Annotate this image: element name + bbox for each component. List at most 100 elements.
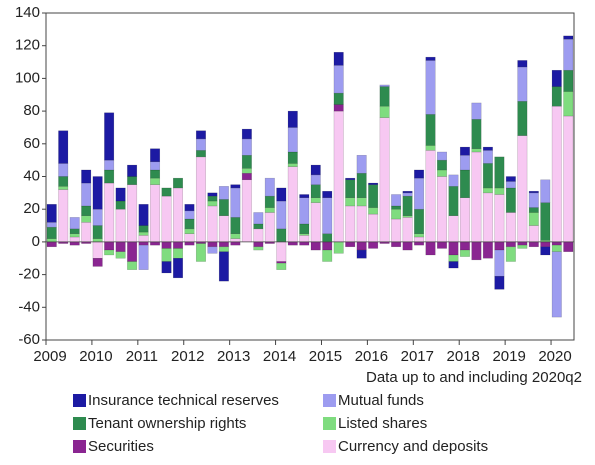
- bar-segment: [195, 150, 206, 158]
- bar-segment: [517, 244, 528, 249]
- bar-segment: [310, 164, 321, 176]
- y-tick-label: 120: [15, 37, 40, 54]
- bar-segment: [345, 179, 356, 199]
- bar-segment: [299, 241, 310, 246]
- bar-segment: [379, 84, 390, 87]
- bar-segment: [207, 200, 218, 207]
- bar-segment: [494, 156, 505, 189]
- bar-segment: [356, 197, 367, 207]
- legend-swatch: [73, 440, 86, 453]
- bar-segment: [448, 174, 459, 187]
- bar-segment: [379, 105, 390, 118]
- bar-segment: [563, 241, 574, 252]
- bar-segment: [391, 205, 402, 210]
- y-tick-label: 60: [23, 135, 40, 152]
- legend-label: Listed shares: [338, 415, 427, 432]
- y-tick-label: 20: [23, 200, 40, 217]
- bar-segment: [528, 212, 539, 226]
- bar-segment: [184, 241, 195, 246]
- bar-segment: [207, 246, 218, 254]
- bar-segment: [425, 60, 436, 115]
- bar-segment: [333, 104, 344, 112]
- bar-segment: [81, 222, 92, 243]
- bar-segment: [241, 172, 252, 181]
- bar-segment: [218, 186, 229, 200]
- bar-segment: [69, 236, 80, 243]
- bar-segment: [104, 169, 115, 184]
- bar-segment: [459, 241, 470, 251]
- bar-segment: [528, 241, 539, 248]
- bar-segment: [173, 187, 183, 243]
- bar-segment: [368, 213, 379, 243]
- bar-segment: [402, 190, 413, 194]
- bar-segment: [46, 238, 57, 243]
- bar-segment: [437, 151, 447, 161]
- x-tick-label: 2010: [79, 348, 112, 365]
- bar-segment: [150, 184, 161, 243]
- bar-segment: [276, 200, 287, 230]
- bar-segment: [540, 202, 551, 241]
- bar-segment: [173, 248, 183, 259]
- bar-segment: [563, 91, 574, 117]
- bar-segment: [115, 251, 126, 259]
- bar-segment: [505, 212, 516, 243]
- bar-segment: [161, 195, 172, 243]
- bar-segment: [195, 130, 206, 140]
- bar-segment: [505, 246, 516, 262]
- bar-segment: [551, 241, 562, 246]
- bar-segment: [253, 241, 264, 248]
- bar-segment: [551, 105, 562, 243]
- bar-segment: [230, 184, 241, 189]
- bar-segment: [482, 241, 493, 259]
- bar-segment: [92, 208, 103, 226]
- bar-segment: [230, 241, 241, 246]
- bar-segment: [287, 151, 298, 164]
- y-tick-label: 80: [23, 102, 40, 119]
- bar-segment: [241, 154, 252, 169]
- bar-segment: [402, 192, 413, 197]
- bar-segment: [482, 146, 493, 151]
- bar-segment: [138, 241, 149, 246]
- bar-segment: [161, 241, 172, 249]
- bar-segment: [368, 207, 379, 215]
- bar-segment: [356, 205, 367, 243]
- legend-swatch: [323, 440, 336, 453]
- bar-segment: [310, 197, 321, 203]
- bar-segment: [540, 246, 551, 256]
- bar-segment: [104, 249, 115, 256]
- bar-segment: [528, 207, 539, 213]
- bar-segment: [287, 241, 298, 246]
- bar-segment: [230, 238, 241, 243]
- bar-segment: [69, 217, 80, 230]
- bar-segment: [448, 261, 459, 269]
- legend-swatch: [323, 394, 336, 407]
- bar-segment: [414, 236, 425, 243]
- bar-segment: [402, 195, 413, 216]
- bar-segment: [494, 249, 505, 277]
- bar-segment: [482, 187, 493, 194]
- x-tick-label: 2014: [263, 348, 296, 365]
- bar-segment: [241, 179, 252, 243]
- bar-segment: [333, 92, 344, 105]
- bar-segment: [471, 241, 482, 261]
- bar-segment: [253, 246, 264, 251]
- bar-segment: [517, 60, 528, 68]
- x-tick-label: 2016: [355, 348, 388, 365]
- bar-segment: [58, 189, 69, 243]
- bar-segment: [287, 166, 298, 243]
- bar-segment: [173, 177, 183, 189]
- bar-segment: [173, 241, 183, 249]
- bar-segment: [253, 212, 264, 225]
- bar-segment: [425, 56, 436, 61]
- bar-segment: [310, 202, 321, 243]
- bar-segment: [379, 117, 390, 243]
- bar-segment: [81, 169, 92, 184]
- bar-segment: [253, 228, 264, 243]
- bar-segment: [482, 150, 493, 164]
- bar-segment: [494, 275, 505, 290]
- bar-segment: [345, 241, 356, 248]
- bar-segment: [505, 241, 516, 248]
- y-tick-label: -60: [18, 331, 40, 348]
- bar-segment: [127, 184, 138, 243]
